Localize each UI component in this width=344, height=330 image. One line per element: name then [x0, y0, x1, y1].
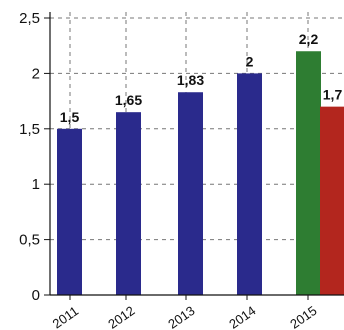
- bar-2011: [57, 128, 82, 295]
- x-tick-label: 2012: [105, 303, 137, 330]
- x-tick-label: 2015: [287, 303, 319, 330]
- y-tick-label: 1: [32, 176, 40, 193]
- x-tick-label: 2011: [50, 303, 82, 330]
- y-tick-label: 2: [32, 65, 40, 82]
- bar-2012: [116, 112, 141, 296]
- data-label: 1,5: [60, 109, 80, 125]
- bar-2013: [178, 92, 203, 296]
- y-tick-label: 2,5: [19, 10, 40, 27]
- data-label: 1,83: [177, 72, 204, 88]
- y-tick-label: 0,5: [19, 232, 40, 249]
- data-label: 2: [246, 53, 254, 69]
- axis-layer: [44, 12, 344, 300]
- data-label: 1,65: [115, 92, 142, 108]
- label-layer: 0 0,5 1 1,5 2 2,5 1,5 1,65 1,83 2 2,2 1,7 2011 2012 20…: [19, 10, 342, 330]
- y-tick-label: 1,5: [19, 121, 40, 138]
- bar-2015-b: [320, 106, 344, 295]
- bar-2015: [296, 51, 321, 295]
- data-label: 2,2: [299, 31, 319, 47]
- bar-layer: [57, 51, 344, 296]
- bar-2014: [237, 73, 262, 296]
- y-tick-label: 0: [32, 287, 40, 304]
- x-tick-label: 2013: [165, 303, 197, 330]
- data-label: 1,7: [323, 87, 343, 103]
- x-tick-label: 2014: [226, 303, 258, 330]
